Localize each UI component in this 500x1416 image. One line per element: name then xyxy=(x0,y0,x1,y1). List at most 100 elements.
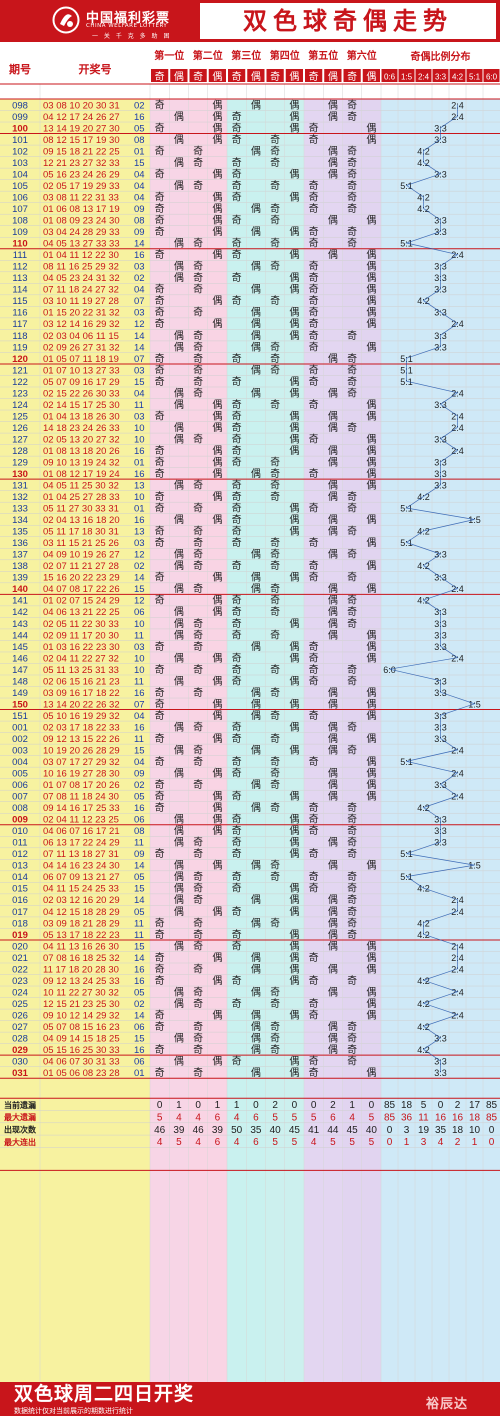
ratio-mark: 2:4 xyxy=(451,653,464,663)
parity-mark: 奇 xyxy=(270,605,280,618)
ratio-mark: 4:2 xyxy=(417,930,430,940)
parity-mark: 奇 xyxy=(309,317,319,330)
parity-mark: 奇 xyxy=(347,824,357,837)
stats-value: 50 xyxy=(231,1125,243,1136)
parity-mark: 偶 xyxy=(174,1031,184,1044)
parity-mark: 偶 xyxy=(289,720,299,733)
blue-ball: 16 xyxy=(134,803,145,814)
parity-mark: 奇 xyxy=(232,513,242,526)
draw-numbers: 05 15 16 25 30 33 xyxy=(43,1045,120,1056)
parity-mark: 偶 xyxy=(251,340,261,353)
parity-mark: 奇 xyxy=(347,801,357,814)
blue-ball: 10 xyxy=(134,492,145,503)
parity-mark: 奇 xyxy=(347,974,357,987)
parity-mark: 偶 xyxy=(366,444,376,457)
draw-numbers: 01 04 13 18 26 30 xyxy=(43,411,120,422)
period-cell: 107 xyxy=(12,204,28,215)
parity-mark: 奇 xyxy=(347,882,357,895)
period-cell: 003 xyxy=(12,745,28,756)
draw-numbers: 08 11 16 25 29 32 xyxy=(43,262,119,273)
parity-mark: 偶 xyxy=(212,513,222,526)
parity-mark: 奇 xyxy=(155,455,165,468)
parity-mark: 奇 xyxy=(347,594,357,607)
ratio-label: 2:4 xyxy=(418,73,430,82)
parity-mark: 奇 xyxy=(232,617,242,630)
parity-mark: 奇 xyxy=(193,271,203,284)
period-cell: 098 xyxy=(12,100,28,111)
period-cell: 132 xyxy=(12,492,28,503)
parity-mark: 偶 xyxy=(366,513,376,526)
period-cell: 099 xyxy=(12,112,28,123)
period-cell: 024 xyxy=(12,987,28,998)
blue-ball: 16 xyxy=(134,964,145,975)
ratio-label-bg xyxy=(381,69,398,82)
ratio-mark: 5:1 xyxy=(400,872,413,882)
blue-ball: 16 xyxy=(134,515,145,526)
ratio-mark: 5:1 xyxy=(400,849,413,859)
parity-mark: 奇 xyxy=(193,1066,203,1079)
parity-mark: 偶 xyxy=(328,893,338,906)
parity-mark: 偶 xyxy=(366,778,376,791)
parity-mark: 偶 xyxy=(289,571,299,584)
parity-mark: 偶 xyxy=(289,951,299,964)
parity-mark: 奇 xyxy=(155,697,165,710)
parity-mark: 偶 xyxy=(251,985,261,998)
parity-mark: 奇 xyxy=(193,479,203,492)
draw-numbers: 15 16 20 22 23 29 xyxy=(43,573,120,584)
parity-mark: 偶 xyxy=(174,237,184,250)
parity-mark: 偶 xyxy=(366,455,376,468)
parity-mark: 奇 xyxy=(193,536,203,549)
parity-mark: 奇 xyxy=(270,352,280,365)
parity-mark: 偶 xyxy=(174,260,184,273)
parity-mark: 偶 xyxy=(174,398,184,411)
ratio-band xyxy=(381,42,500,1382)
parity-mark: 偶 xyxy=(289,893,299,906)
parity-mark: 奇 xyxy=(193,836,203,849)
draw-numbers: 02 15 22 26 30 33 xyxy=(43,388,120,399)
parity-mark: 奇 xyxy=(193,306,203,319)
parity-mark: 偶 xyxy=(212,697,222,710)
parity-mark: 奇 xyxy=(232,455,242,468)
stats-value: 5 xyxy=(157,1112,163,1123)
parity-mark: 奇 xyxy=(232,824,242,837)
parity-mark: 偶 xyxy=(289,248,299,261)
parity-mark: 奇 xyxy=(347,743,357,756)
blue-ball: 16 xyxy=(134,688,145,699)
parity-mark: 奇 xyxy=(193,559,203,572)
parity-mark: 偶 xyxy=(366,536,376,549)
draw-numbers: 07 11 13 18 27 31 xyxy=(43,849,119,860)
draw-numbers: 04 06 07 30 31 33 xyxy=(43,1057,120,1068)
draw-numbers: 01 02 07 15 24 29 xyxy=(43,596,120,607)
blue-ball: 08 xyxy=(134,216,145,227)
parity-mark: 偶 xyxy=(289,98,299,111)
parity-mark: 奇 xyxy=(232,939,242,952)
parity-mark: 奇 xyxy=(232,110,242,123)
parity-mark: 奇 xyxy=(193,502,203,515)
blue-ball: 12 xyxy=(134,596,145,607)
parity-mark: 偶 xyxy=(328,767,338,780)
parity-mark: 偶 xyxy=(289,651,299,664)
even-header: 偶 xyxy=(366,70,376,83)
parity-mark: 奇 xyxy=(309,432,319,445)
parity-mark: 偶 xyxy=(174,156,184,169)
period-cell: 121 xyxy=(12,365,28,376)
blue-ball: 01 xyxy=(134,504,145,515)
parity-mark: 奇 xyxy=(270,801,280,814)
parity-mark: 偶 xyxy=(174,628,184,641)
ratio-mark: 3:3 xyxy=(434,573,447,583)
stats-label: 最大连出 xyxy=(4,1137,36,1147)
period-cell: 110 xyxy=(12,239,27,250)
period-cell: 031 xyxy=(12,1068,29,1079)
stats-value: 39 xyxy=(173,1125,185,1136)
stats-value: 1 xyxy=(215,1100,221,1111)
draw-numbers: 03 12 14 16 29 32 xyxy=(43,319,120,330)
parity-mark: 偶 xyxy=(289,306,299,319)
parity-mark: 偶 xyxy=(212,421,222,434)
parity-mark: 奇 xyxy=(193,663,203,676)
period-cell: 013 xyxy=(12,861,28,872)
parity-mark: 奇 xyxy=(232,928,242,941)
parity-mark: 奇 xyxy=(232,167,242,180)
parity-mark: 偶 xyxy=(251,386,261,399)
blue-ball: 05 xyxy=(134,792,145,803)
parity-mark: 偶 xyxy=(289,697,299,710)
